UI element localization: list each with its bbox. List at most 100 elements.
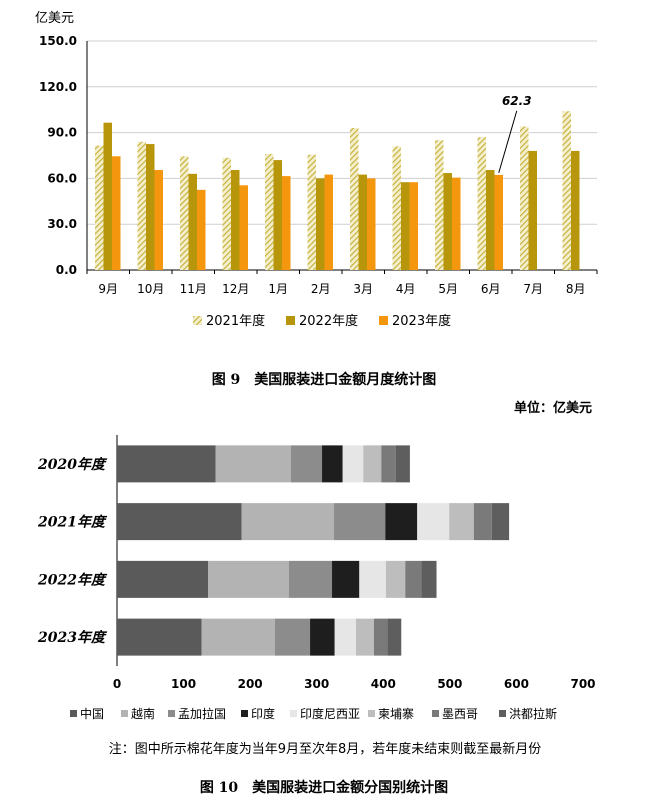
y-tick-label: 0.0 [56, 263, 77, 277]
legend-item-2022年度: 2022年度 [286, 313, 358, 329]
legend-label: 2021年度 [206, 313, 265, 329]
legend-item-2021年度: 2021年度 [193, 313, 265, 329]
bar-2021年度-7月 [520, 126, 529, 270]
legend-label: 柬埔寨 [378, 706, 414, 721]
bar-2021年度-12月 [222, 157, 231, 270]
legend-label: 墨西哥 [442, 707, 478, 721]
bar-segment-洪都拉斯-2020年度 [395, 445, 410, 483]
bar-2021年度-5月 [435, 140, 444, 270]
y-tick-label: 90.0 [47, 126, 77, 140]
legend-label: 洪都拉斯 [509, 706, 557, 721]
bar-segment-印度尼西亚-2021年度 [417, 503, 450, 541]
x-tick-label: 12月 [222, 282, 249, 296]
x-tick-label: 100 [171, 677, 196, 691]
legend: 2021年度 2022年度 2023年度 [193, 313, 451, 329]
legend-label: 印度 [251, 706, 275, 721]
legend-swatch [368, 710, 375, 717]
legend-item-孟加拉国: 孟加拉国 [168, 706, 226, 721]
legend-item-洪都拉斯: 洪都拉斯 [499, 706, 557, 721]
bar-segment-柬埔寨-2022年度 [385, 560, 406, 598]
x-tick-label: 10月 [137, 282, 164, 296]
bar-segment-孟加拉国-2022年度 [288, 560, 333, 598]
bar-segment-印度尼西亚-2020年度 [342, 445, 364, 483]
x-tick-label: 0 [113, 677, 121, 691]
bar-2022年度-8月 [571, 150, 580, 270]
legend-label: 2022年度 [299, 313, 358, 329]
bar-2021年度-6月 [477, 137, 486, 270]
x-tick-label: 500 [437, 677, 462, 691]
x-tick-label: 7月 [523, 282, 543, 296]
y-category-label: 2020年度 [37, 456, 108, 473]
legend-swatch [499, 710, 506, 717]
bar-2022年度-4月 [401, 182, 410, 270]
bar-2022年度-1月 [273, 160, 282, 270]
bar-2023年度-5月 [452, 177, 461, 270]
bar-2021年度-4月 [392, 146, 401, 270]
y-tick-label: 30.0 [47, 217, 77, 231]
bar-2021年度-8月 [562, 111, 571, 270]
country-import-chart: 单位：亿美元 2020年度 2021年度 2022年度 2023年度 0 100 200 3… [37, 400, 596, 796]
legend-swatch [432, 710, 439, 717]
bar-segment-中国-2022年度 [117, 560, 209, 598]
bar-segment-柬埔寨-2020年度 [363, 445, 382, 483]
unit-label: 单位：亿美元 [514, 400, 592, 416]
bar-2022年度-10月 [146, 144, 155, 270]
bar-2022年度-7月 [528, 150, 537, 270]
legend-label: 印度尼西亚 [300, 706, 360, 721]
bar-2023年度-11月 [197, 189, 206, 270]
bar-2022年度-11月 [188, 173, 197, 270]
legend-swatch [193, 316, 202, 325]
x-tick-label: 11月 [180, 282, 207, 296]
bar-2021年度-10月 [137, 141, 146, 270]
bar-2021年度-3月 [350, 128, 359, 270]
x-tick-label: 1月 [268, 282, 288, 296]
bar-2023年度-10月 [154, 170, 163, 270]
bar-2021年度-9月 [95, 145, 104, 270]
monthly-import-chart: 亿美元 0.0 30.0 60.0 90.0 120.0 150.0 9月 10月 11月 12… [35, 11, 598, 388]
x-tick-labels: 0 100 200 300 400 500 600 700 [113, 677, 596, 691]
legend-swatch [168, 710, 175, 717]
x-tick-label: 5月 [438, 282, 458, 296]
bar-segment-印度-2020年度 [322, 445, 343, 483]
legend-swatch [379, 316, 388, 325]
legend-item-中国: 中国 [70, 706, 104, 721]
legend-item-墨西哥: 墨西哥 [432, 707, 478, 721]
bar-segment-中国-2021年度 [117, 503, 242, 541]
figure-10-caption: 图 10 美国服装进口金额分国别统计图 [200, 779, 448, 796]
bar-2021年度-1月 [265, 153, 274, 270]
bar-segment-孟加拉国-2021年度 [334, 503, 386, 541]
bar-segment-中国-2020年度 [117, 445, 216, 483]
legend-swatch [286, 316, 295, 325]
bar-segment-印度-2023年度 [310, 618, 335, 656]
bar-segment-印度-2022年度 [332, 560, 360, 598]
legend-label: 2023年度 [392, 313, 451, 329]
bar-2022年度-6月 [486, 170, 495, 270]
x-tick-label: 300 [304, 677, 329, 691]
x-tick-label: 9月 [98, 282, 118, 296]
bar-2022年度-5月 [443, 173, 452, 270]
bar-segment-印度尼西亚-2023年度 [334, 618, 356, 656]
bar-2022年度-12月 [231, 170, 240, 270]
x-tick-label: 8月 [566, 282, 586, 296]
bar-2021年度-2月 [307, 154, 316, 270]
figure-9-caption: 图 9 美国服装进口金额月度统计图 [212, 371, 437, 388]
bar-segment-孟加拉国-2020年度 [290, 445, 323, 483]
bar-segment-印度尼西亚-2022年度 [359, 560, 386, 598]
y-tick-labels: 0.0 30.0 60.0 90.0 120.0 150.0 [39, 34, 77, 277]
legend-swatch [241, 710, 248, 717]
x-tick-label: 3月 [353, 282, 373, 296]
x-tick-label: 4月 [396, 282, 416, 296]
y-category-label: 2023年度 [37, 629, 108, 646]
footnote: 注：图中所示棉花年度为当年9月至次年8月，若年度未结束则截至最新月份 [109, 741, 542, 757]
legend-swatch [70, 710, 77, 717]
bar-segment-中国-2023年度 [117, 618, 202, 656]
x-tick-label: 200 [238, 677, 263, 691]
bar-segment-墨西哥-2021年度 [473, 503, 492, 541]
x-tick-labels: 9月 10月 11月 12月 1月 2月 3月 4月 5月 6月 7月 8月 [86, 270, 598, 296]
y-tick-label: 60.0 [47, 171, 77, 185]
bar-segment-越南-2022年度 [208, 560, 289, 598]
bar-segment-越南-2023年度 [201, 618, 275, 656]
x-tick-label: 2月 [311, 282, 331, 296]
legend-swatch [290, 710, 297, 717]
